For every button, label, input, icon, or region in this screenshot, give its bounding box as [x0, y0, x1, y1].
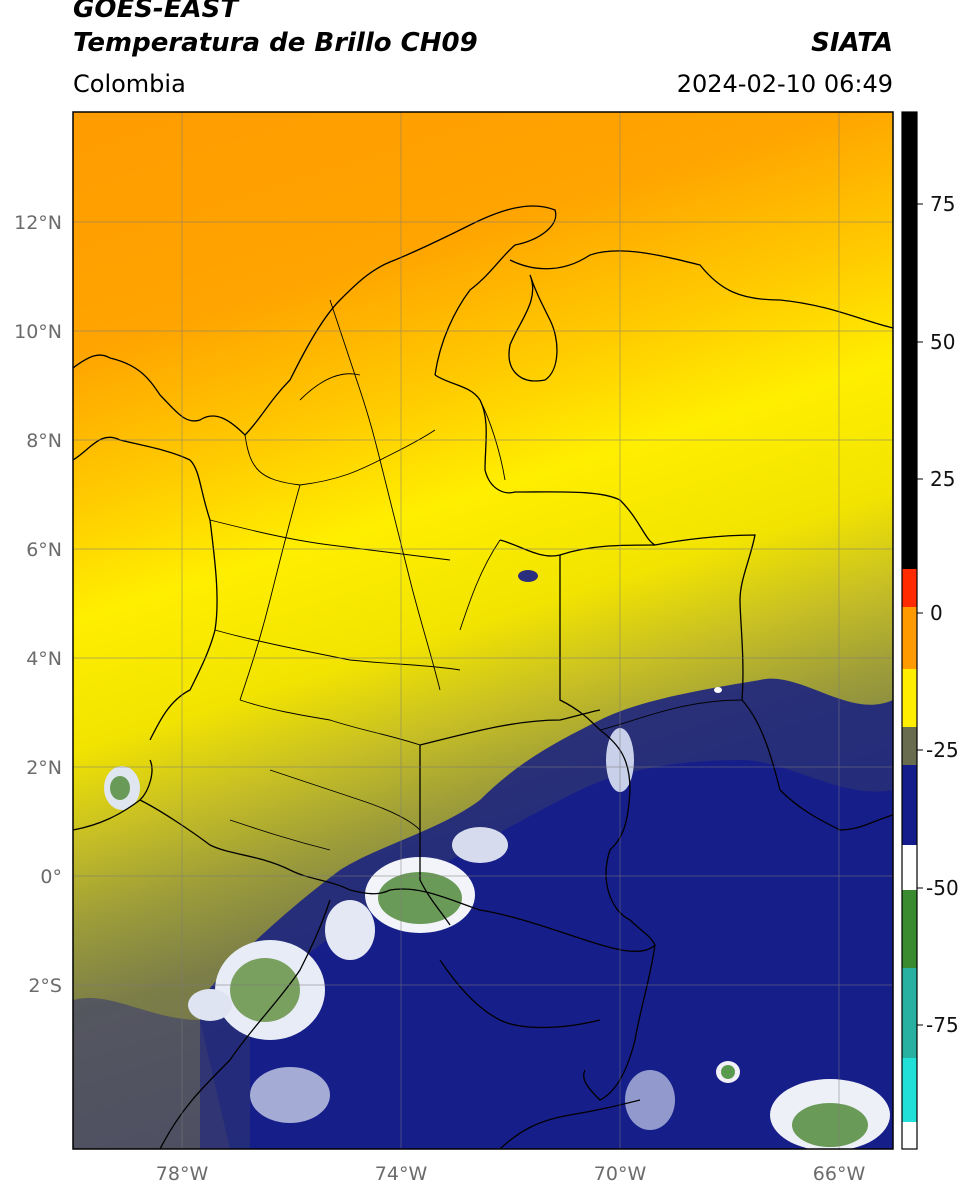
- lat-label: 4°N: [26, 648, 62, 670]
- colorbar: 75 50 25 0 -25 -50 -75: [901, 111, 959, 1150]
- lat-label: 10°N: [14, 321, 62, 343]
- small-cloud: [518, 570, 538, 582]
- gridlines: [73, 112, 893, 1149]
- small-cloud: [714, 687, 722, 693]
- colorbar-red-segment: [902, 569, 917, 607]
- latitude-labels: 12°N 10°N 8°N 6°N 4°N 2°N 0° 2°S: [14, 212, 62, 997]
- convective-cell: [452, 827, 508, 863]
- lat-label: 2°N: [26, 757, 62, 779]
- product-title: Temperatura de Brillo CH09: [73, 28, 478, 58]
- convective-cell-core: [230, 958, 300, 1022]
- region-label: Colombia: [73, 70, 186, 98]
- lat-label: 2°S: [28, 975, 62, 997]
- lon-label: 66°W: [813, 1163, 866, 1185]
- colorbar-tick: -25: [926, 738, 959, 762]
- colorbar-tick: -75: [926, 1013, 959, 1037]
- convective-cell-core: [110, 776, 130, 800]
- colorbar-black-segment: [902, 112, 917, 569]
- colorbar-white-segment: [902, 845, 917, 890]
- colorbar-tick: 75: [930, 192, 955, 216]
- colorbar-tick: 25: [930, 467, 955, 491]
- lon-label: 70°W: [594, 1163, 647, 1185]
- agency-label: SIATA: [811, 28, 893, 58]
- colorbar-tick: 0: [930, 601, 943, 625]
- colorbar-frame: [901, 111, 918, 1150]
- colorbar-tick: -50: [926, 876, 959, 900]
- satellite-title: GOES-EAST: [73, 0, 239, 24]
- imagery-layer: [73, 112, 893, 1149]
- convective-cell: [625, 1070, 675, 1130]
- department-borders: [209, 299, 743, 851]
- colorbar-olive-segment: [902, 727, 917, 765]
- convective-cell-core: [792, 1103, 868, 1147]
- datetime-label: 2024-02-10 06:49: [676, 70, 893, 98]
- colorbar-teal-segment: [902, 968, 917, 1058]
- cold-cloud-west: [73, 997, 230, 1149]
- lat-label: 0°: [40, 866, 62, 888]
- convective-cell: [325, 900, 375, 960]
- lon-label: 78°W: [156, 1163, 209, 1185]
- lat-label: 6°N: [26, 539, 62, 561]
- colorbar-cyan-segment: [902, 1058, 917, 1122]
- lat-label: 8°N: [26, 430, 62, 452]
- convective-cell: [188, 989, 232, 1021]
- convective-cell-core: [378, 872, 462, 924]
- colorbar-navy-segment: [902, 765, 917, 845]
- convective-cell: [250, 1067, 330, 1123]
- colorbar-yellow-segment: [902, 669, 917, 727]
- convective-cell-core: [721, 1065, 735, 1079]
- map-frame: [72, 111, 894, 1150]
- lon-label: 74°W: [375, 1163, 428, 1185]
- lat-label: 12°N: [14, 212, 62, 234]
- cold-cloud-core: [250, 760, 893, 1149]
- colorbar-orange-segment: [902, 607, 917, 669]
- colorbar-bottom-segment: [902, 1122, 917, 1149]
- colorbar-green-segment: [902, 890, 917, 968]
- longitude-labels: 78°W 74°W 70°W 66°W: [156, 1163, 866, 1185]
- colorbar-tick: 50: [930, 330, 955, 354]
